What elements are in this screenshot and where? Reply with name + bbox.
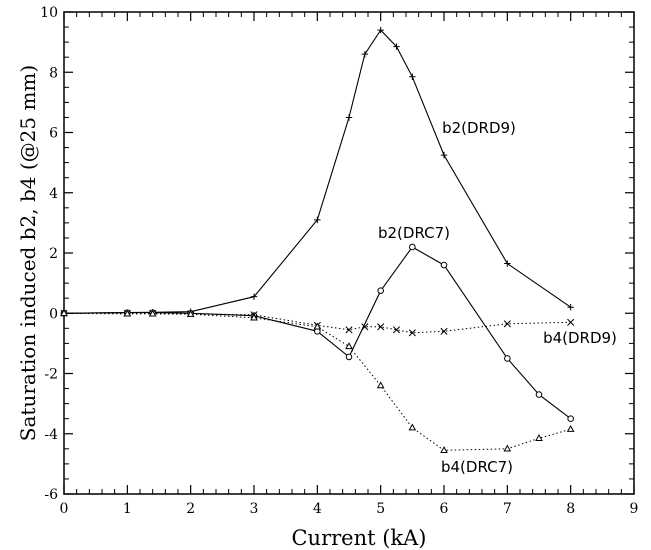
data-point-x (392, 326, 401, 334)
data-point-x (567, 318, 575, 326)
data-point-plus (250, 293, 258, 300)
data-point-triangle (408, 423, 417, 431)
x-tick-label: 7 (503, 501, 512, 517)
data-point-plus (345, 114, 353, 121)
labels-layer: Current (kA) Saturation induced b2, b4 (@… (16, 65, 617, 550)
series-label-b2-drd9: b2(DRD9) (442, 119, 516, 137)
data-point-plus (440, 151, 448, 159)
axes-layer: 0 1 2 3 4 5 6 7 8 9 -6 -4 -2 0 2 4 6 8 10 (40, 5, 638, 517)
y-tick-label: 4 (49, 186, 58, 202)
data-point-x (408, 329, 416, 337)
y-tick-label: 2 (49, 246, 58, 262)
data-point-x (440, 327, 448, 335)
data-point-circle (345, 353, 353, 361)
y-axis-label: Saturation induced b2, b4 (@25 mm) (16, 65, 40, 441)
data-point-plus (393, 43, 400, 50)
series-line (64, 312, 571, 334)
data-point-triangle (148, 309, 157, 317)
data-point-circle (440, 261, 448, 269)
x-tick-label: 1 (123, 501, 132, 517)
data-point-x (377, 323, 385, 331)
data-point-circle (567, 415, 574, 422)
x-tick-label: 5 (376, 501, 385, 517)
data-point-circle (377, 287, 384, 294)
series-b2-drd9 (60, 26, 574, 317)
series-label-b4-drd9: b4(DRD9) (543, 329, 617, 347)
data-point-plus (409, 73, 416, 80)
data-point-plus (567, 304, 574, 311)
series-b2-drc7 (60, 243, 574, 422)
y-tick-label: 8 (49, 65, 58, 81)
data-point-triangle (186, 309, 195, 317)
y-tick-label: -4 (44, 427, 58, 443)
data-point-x (503, 320, 511, 328)
plot-frame (63, 11, 635, 495)
x-tick-label: 0 (60, 501, 69, 517)
data-point-circle (409, 243, 416, 251)
data-point-plus (361, 50, 369, 58)
series-b4-drc7 (60, 309, 575, 454)
series-label-b2-drc7: b2(DRC7) (378, 224, 450, 242)
y-tick-label: 0 (49, 306, 58, 322)
y-tick-label: 10 (40, 5, 58, 21)
data-point-triangle (535, 434, 543, 441)
x-tick-label: 4 (313, 501, 322, 517)
y-tick-label: -6 (44, 487, 58, 503)
data-point-triangle (503, 444, 512, 452)
data-point-x (361, 323, 369, 331)
x-tick-label: 8 (566, 501, 575, 517)
series-label-b4-drc7: b4(DRC7) (441, 458, 513, 476)
data-point-triangle (376, 381, 385, 389)
y-tick-label: -2 (44, 367, 58, 383)
data-point-triangle (566, 425, 575, 432)
data-point-triangle (250, 313, 258, 321)
x-tick-label: 3 (250, 501, 259, 517)
series-line (63, 29, 572, 314)
x-tick-label: 6 (440, 501, 449, 517)
data-point-circle (535, 391, 543, 398)
data-point-triangle (123, 309, 132, 317)
data-point-triangle (60, 309, 68, 316)
data-point-x (345, 326, 353, 334)
y-tick-label: 6 (49, 126, 58, 142)
data-point-plus (314, 216, 321, 224)
data-point-plus (504, 260, 511, 267)
series-layer (60, 26, 575, 454)
data-point-circle (504, 355, 511, 362)
data-point-plus (377, 26, 384, 34)
x-tick-label: 2 (186, 501, 195, 517)
x-tick-label: 9 (630, 501, 639, 517)
data-point-triangle (440, 446, 448, 454)
data-point-triangle (345, 342, 353, 350)
data-point-triangle (313, 322, 322, 330)
x-axis-label: Current (kA) (291, 526, 426, 550)
